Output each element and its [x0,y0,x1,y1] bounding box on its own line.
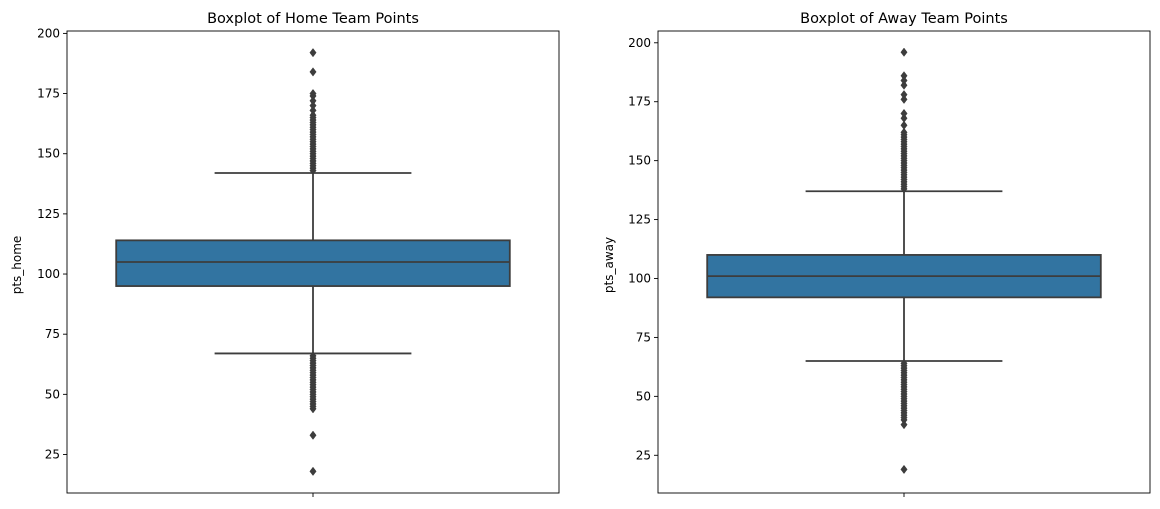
away-outlier-high-24 [900,127,908,137]
home-y-axis-label: pts_home [10,236,24,295]
away-outlier-high-27 [900,108,908,119]
away-y-tick-label-25: 25 [636,448,651,462]
home-y-tick-label-200: 200 [37,26,60,40]
home-outlier-low-24 [309,466,317,476]
away-y-axis-label: pts_away [602,237,616,293]
away-y-tick-label-175: 175 [628,95,651,109]
away-outlier-low-26 [900,464,908,475]
home-outlier-low-22 [309,404,317,414]
away-y-tick-label-150: 150 [628,154,651,168]
away-outlier-high-29 [900,90,908,100]
away-chart-title: Boxplot of Away Team Points [800,11,1008,27]
home-outlier-high-26 [309,96,317,106]
home-outlier-low-23 [309,430,317,440]
home-y-tick-label-75: 75 [45,327,60,341]
home-outlier-high-24 [309,105,317,116]
away-y-tick-label-75: 75 [636,330,651,344]
home-outlier-high-28 [309,88,317,99]
away-outlier-high-31 [900,75,908,86]
home-y-tick-label-125: 125 [37,207,60,221]
away-y-tick-label-125: 125 [628,213,651,227]
away-outlier-high-26 [900,113,908,123]
home-y-tick-label-50: 50 [45,387,60,401]
home-outlier-high-30 [309,48,317,58]
away-outlier-low-25 [900,420,908,430]
home-points-panel: Boxplot of Home Team Points pts_home 25 5… [10,11,560,497]
away-outlier-high-28 [900,94,908,104]
away-outlier-high-25 [900,120,908,130]
away-points-panel: Boxplot of Away Team Points pts_away 25 5… [602,11,1151,497]
away-y-tick-label-100: 100 [628,272,651,286]
home-outlier-high-23 [309,110,317,120]
home-outlier-high-29 [309,67,317,77]
away-axes-frame [657,30,1151,494]
away-y-tick-label-200: 200 [628,36,651,50]
home-y-tick-label-150: 150 [37,147,60,161]
home-y-tick-label-25: 25 [45,448,60,462]
home-y-tick-label-100: 100 [37,267,60,281]
away-outlier-high-30 [900,80,908,90]
away-y-tick-label-50: 50 [636,389,651,403]
away-outlier-high-32 [900,71,908,81]
home-chart-title: Boxplot of Home Team Points [207,11,419,27]
home-axes-frame [66,30,560,494]
away-outlier-high-33 [900,47,908,57]
home-y-tick-label-175: 175 [37,87,60,101]
home-iqr-box [115,239,511,287]
home-outlier-high-25 [309,100,317,111]
